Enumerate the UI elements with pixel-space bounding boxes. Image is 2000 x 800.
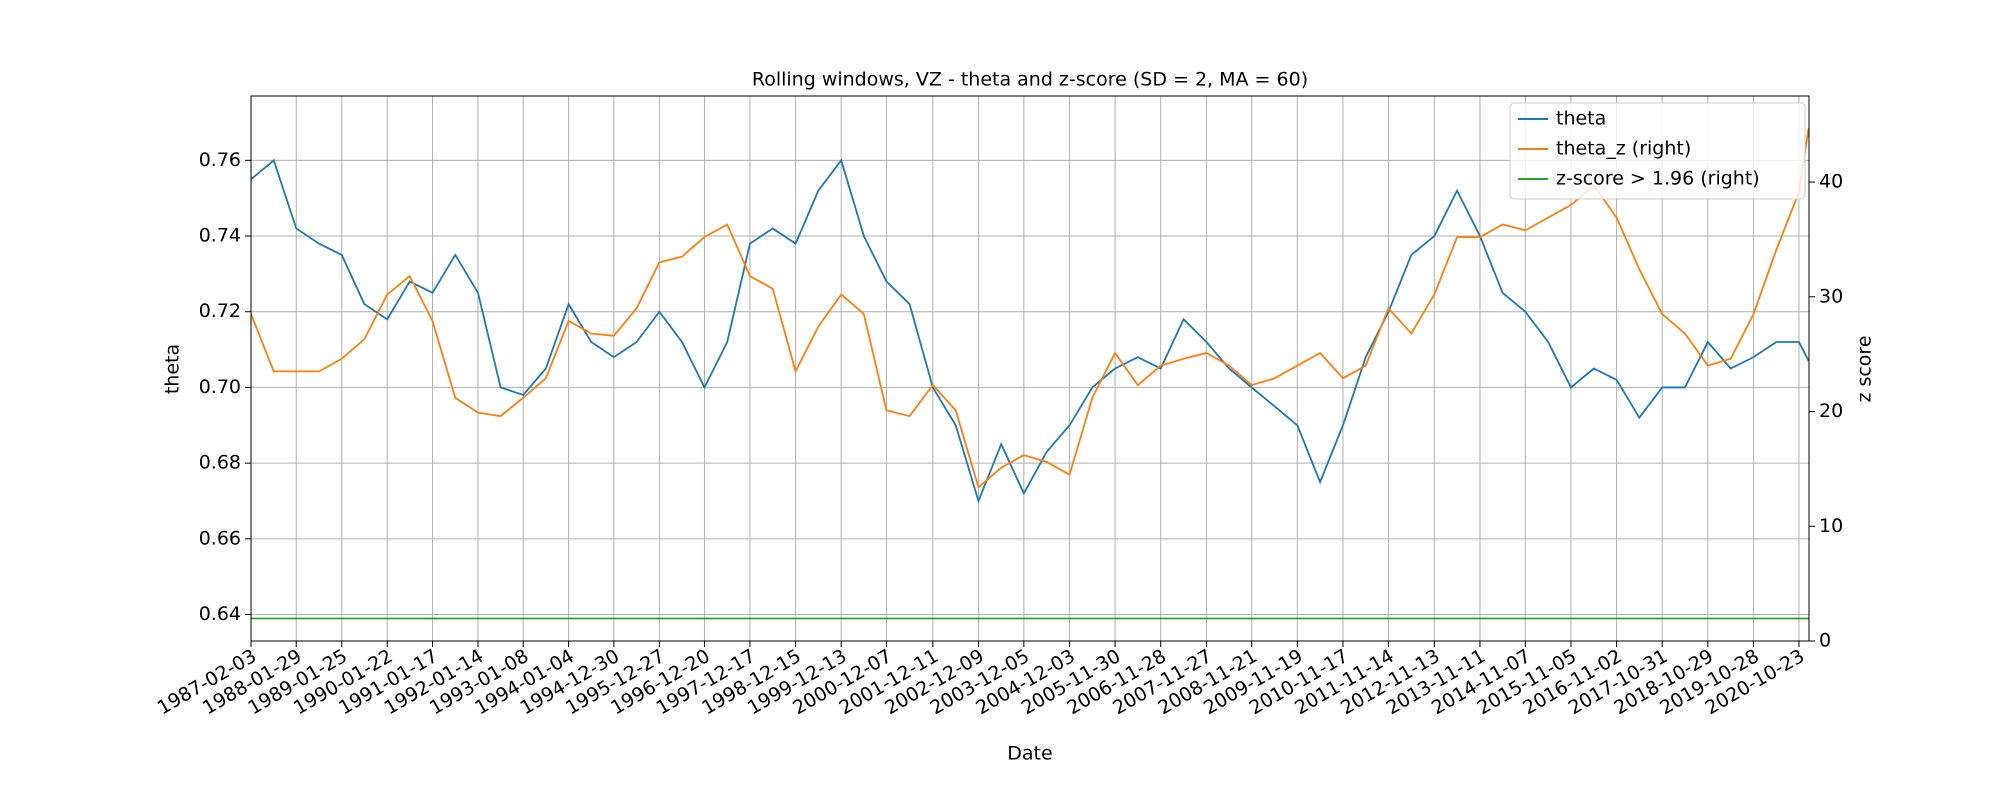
- x-axis-label: Date: [1007, 743, 1052, 765]
- series-line: [250, 127, 1810, 489]
- y-tick-label: 0.70: [199, 376, 241, 398]
- y2-tick-label: 30: [1819, 285, 1843, 307]
- legend-label: z-score > 1.96 (right): [1556, 168, 1760, 190]
- y-tick-label: 0.72: [199, 300, 241, 322]
- y-tick-label: 0.76: [199, 149, 241, 171]
- y-tick-label: 0.64: [199, 603, 241, 625]
- y2-tick-label: 20: [1819, 400, 1843, 422]
- legend-label: theta: [1556, 108, 1606, 130]
- series-line: [250, 158, 1810, 504]
- y-tick-label: 0.74: [199, 225, 241, 247]
- plot-frame: [250, 95, 1810, 642]
- y-axis-label: theta: [162, 344, 184, 394]
- chart-title: Rolling windows, VZ - theta and z-score …: [752, 69, 1308, 91]
- y-tick-label: 0.66: [199, 527, 241, 549]
- y2-axis-label: z score: [1854, 335, 1876, 402]
- y2-tick-label: 0: [1819, 630, 1831, 652]
- y2-tick-label: 40: [1819, 171, 1843, 193]
- y2-tick-label: 10: [1819, 515, 1843, 537]
- legend-box: [1509, 102, 1806, 200]
- legend-label: theta_z (right): [1556, 138, 1691, 160]
- legend: theta theta_z (right) z-score > 1.96 (righ…: [1509, 102, 1806, 200]
- y-tick-label: 0.68: [199, 452, 241, 474]
